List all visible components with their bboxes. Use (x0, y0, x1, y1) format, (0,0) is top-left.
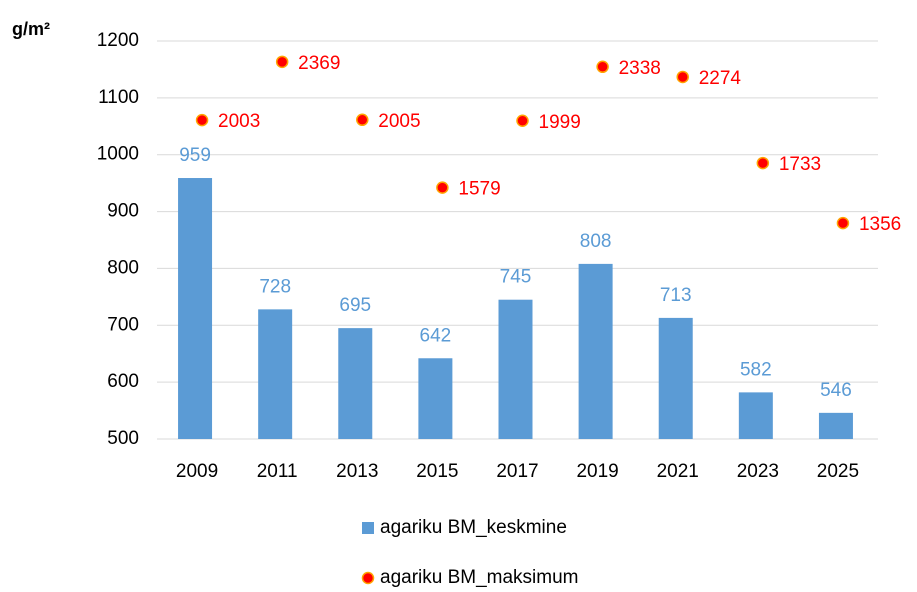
dot-value-label: 1999 (539, 112, 581, 133)
dot (516, 114, 529, 128)
bar (658, 317, 693, 439)
y-tick-label: 700 (107, 314, 139, 335)
bar (738, 392, 773, 439)
bar-value-label: 808 (580, 231, 612, 252)
dot (436, 181, 449, 194)
dot (275, 55, 289, 69)
y-axis-label: g/m² (12, 19, 50, 39)
x-tick-label: 2025 (817, 461, 859, 482)
x-tick-label: 2023 (737, 461, 779, 482)
legend-label: agariku BM_keskmine (380, 517, 567, 538)
x-tick-label: 2013 (336, 461, 378, 482)
bar-value-label: 728 (259, 276, 291, 297)
bar (578, 263, 613, 439)
legend-swatch (362, 522, 374, 534)
dot (836, 216, 850, 230)
dot-value-label: 2369 (298, 53, 340, 74)
legend-label: agariku BM_maksimum (380, 567, 579, 588)
bar-value-label: 695 (339, 295, 371, 316)
bar (818, 412, 853, 439)
x-tick-label: 2017 (496, 461, 538, 482)
bar-value-label: 745 (500, 267, 532, 288)
bar-value-label: 582 (740, 359, 772, 380)
y-tick-label: 1200 (97, 30, 139, 51)
dot (356, 113, 369, 127)
bar (178, 178, 213, 440)
dot-value-label: 2005 (378, 111, 420, 132)
legend-swatch (361, 571, 375, 585)
bar (258, 309, 293, 439)
dot-value-label: 2338 (619, 58, 661, 79)
dot (676, 70, 689, 84)
dot-value-label: 2003 (218, 111, 260, 132)
dot (756, 156, 770, 170)
y-tick-label: 500 (107, 428, 139, 449)
x-tick-label: 2019 (576, 461, 618, 482)
dot-value-label: 2274 (699, 68, 742, 89)
y-tick-label: 800 (107, 257, 139, 278)
dot-value-label: 1356 (859, 214, 901, 235)
x-tick-label: 2015 (416, 461, 458, 482)
x-tick-label: 2011 (257, 461, 298, 482)
bar-value-label: 546 (820, 380, 852, 401)
bar-value-label: 713 (660, 285, 692, 306)
bar (498, 299, 533, 439)
y-tick-label: 600 (107, 371, 139, 392)
bar (418, 358, 453, 439)
y-tick-label: 1000 (97, 144, 139, 165)
y-tick-label: 900 (107, 201, 139, 222)
dot-value-label: 1579 (458, 179, 500, 200)
x-tick-label: 2009 (176, 461, 218, 482)
dot-value-label: 1733 (779, 154, 821, 175)
bar (338, 328, 373, 439)
bar-value-label: 959 (179, 145, 211, 166)
y-tick-label: 1100 (98, 87, 139, 108)
dot (195, 113, 209, 127)
x-tick-label: 2021 (657, 461, 699, 482)
bar-value-label: 642 (420, 325, 452, 346)
dot (596, 60, 609, 74)
